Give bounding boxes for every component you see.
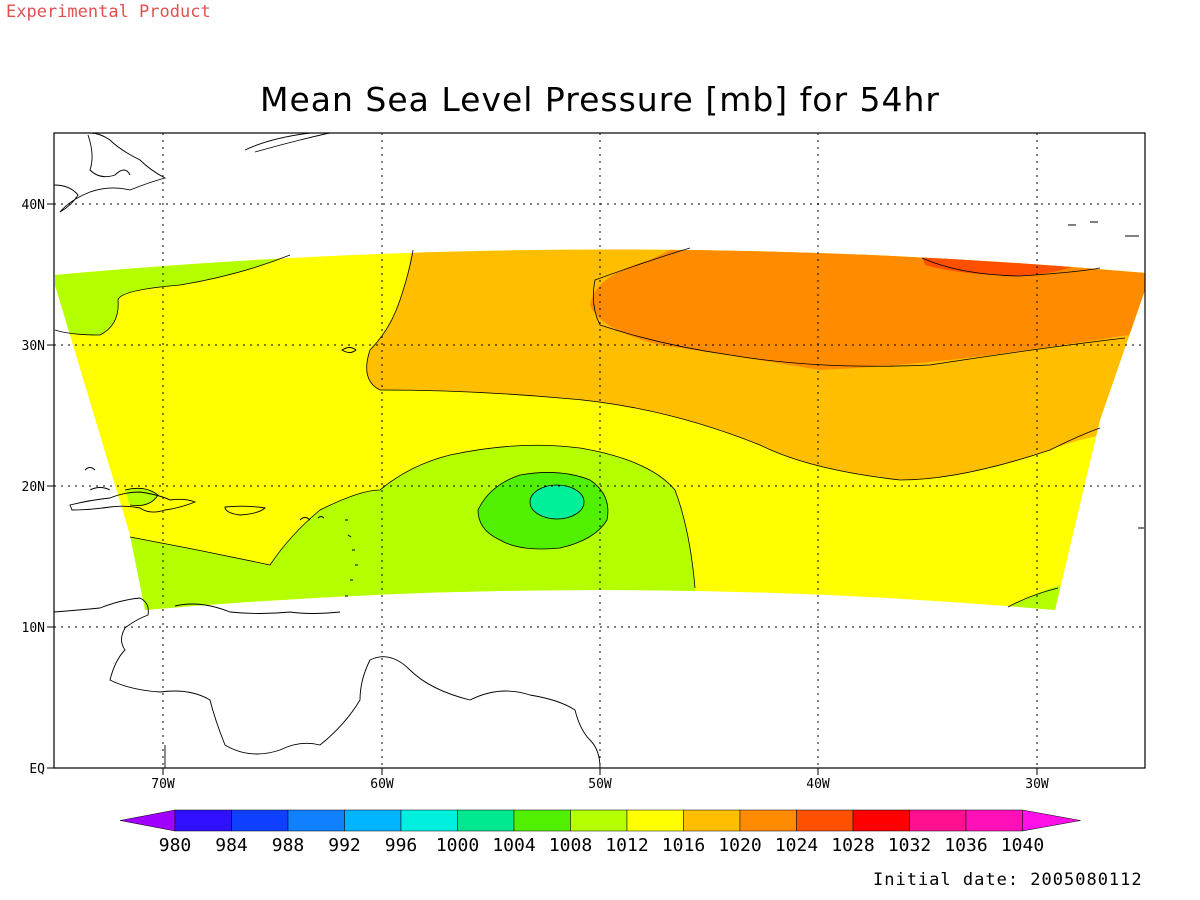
colorbar-swatch <box>739 809 797 832</box>
colorbar-swatch <box>287 809 345 832</box>
map-title: Mean Sea Level Pressure [mb] for 54hr <box>259 80 941 119</box>
x-tick-label: 30W <box>1025 777 1049 792</box>
colorbar: 980 984 988 992 996 1000 1004 1008 1012 1016 1020 1… <box>119 809 1081 856</box>
field-1008-northwest <box>55 250 290 335</box>
graticule <box>54 133 1145 768</box>
x-tick-label: 50W <box>588 777 612 792</box>
colorbar-label: 1028 <box>831 835 874 856</box>
colorbar-label: 1012 <box>605 835 648 856</box>
colorbar-swatch <box>796 809 854 832</box>
colorbar-label: 1004 <box>492 835 535 856</box>
isobar-lines <box>54 247 1126 608</box>
colorbar-label: 1024 <box>775 835 818 856</box>
y-tick-label: 30N <box>22 339 45 354</box>
colorbar-label: 980 <box>159 835 192 856</box>
colorbar-over-arrow <box>1022 809 1081 832</box>
coastlines <box>54 133 1144 768</box>
x-tick-label: 70W <box>151 777 175 792</box>
x-axis-labels: 70W 60W 50W 40W 30W <box>151 777 1049 792</box>
initial-date: Initial date: 2005080112 <box>873 870 1143 890</box>
colorbar-label: 1032 <box>888 835 931 856</box>
field-1000 <box>530 485 584 519</box>
colorbar-label: 1000 <box>436 835 479 856</box>
colorbar-label: 996 <box>385 835 418 856</box>
x-tick-label: 40W <box>806 777 830 792</box>
colorbar-swatch <box>400 809 458 832</box>
y-axis-labels: 40N 30N 20N 10N EQ <box>22 198 46 777</box>
colorbar-swatch <box>344 809 402 832</box>
y-tick-label: 10N <box>22 621 45 636</box>
colorbar-label: 1036 <box>944 835 987 856</box>
tick-marks <box>47 203 1038 775</box>
colorbar-label: 992 <box>328 835 361 856</box>
colorbar-swatch <box>683 809 741 832</box>
colorbar-label: 1020 <box>718 835 761 856</box>
colorbar-label: 988 <box>272 835 305 856</box>
y-tick-label: 20N <box>22 480 45 495</box>
x-tick-label: 60W <box>370 777 394 792</box>
colorbar-swatch <box>513 809 571 832</box>
colorbar-swatch <box>852 809 910 832</box>
colorbar-label: 1016 <box>662 835 705 856</box>
colorbar-swatch <box>457 809 515 832</box>
y-tick-label: EQ <box>29 762 45 777</box>
colorbar-swatch <box>909 809 967 832</box>
colorbar-label: 1008 <box>549 835 592 856</box>
field-1008-southeast <box>1000 585 1060 610</box>
experimental-product-label: Experimental Product <box>6 2 211 22</box>
colorbar-label: 1040 <box>1001 835 1044 856</box>
colorbar-label: 984 <box>215 835 248 856</box>
colorbar-swatch <box>570 809 628 832</box>
y-tick-label: 40N <box>22 198 45 213</box>
colorbar-swatch <box>231 809 289 832</box>
colorbar-swatch <box>174 809 232 832</box>
colorbar-swatch <box>626 809 684 832</box>
colorbar-under-arrow <box>119 809 176 832</box>
colorbar-swatch <box>965 809 1023 832</box>
